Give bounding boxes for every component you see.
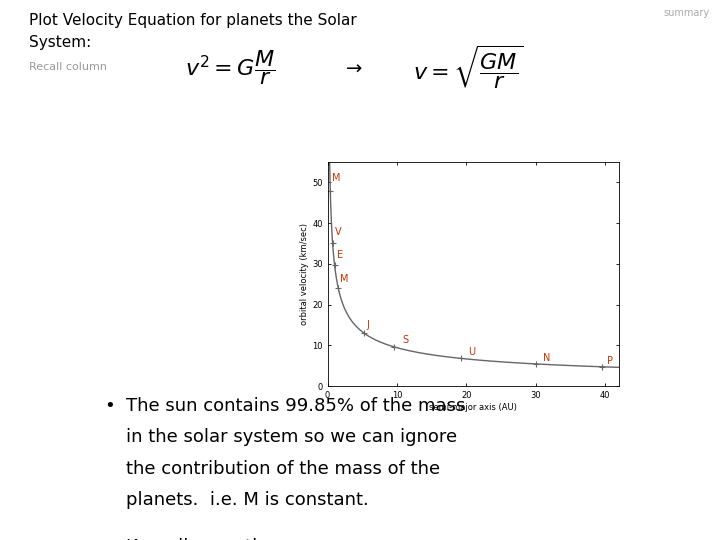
- Y-axis label: orbital velocity (km/sec): orbital velocity (km/sec): [300, 223, 310, 325]
- X-axis label: semi-major axis (AU): semi-major axis (AU): [429, 403, 518, 411]
- Text: •: •: [104, 397, 115, 415]
- Text: summary: summary: [663, 8, 709, 18]
- Text: M: M: [341, 274, 348, 284]
- Text: $v^2 = G\dfrac{M}{r}$: $v^2 = G\dfrac{M}{r}$: [185, 48, 276, 87]
- Text: •: •: [104, 538, 115, 540]
- Text: in the solar system so we can ignore: in the solar system so we can ignore: [126, 428, 457, 446]
- Text: $\rightarrow$: $\rightarrow$: [342, 58, 364, 77]
- Text: $v = \sqrt{\dfrac{GM}{r}}$: $v = \sqrt{\dfrac{GM}{r}}$: [413, 44, 523, 91]
- Text: N: N: [544, 353, 551, 363]
- Text: planets.  i.e. M is constant.: planets. i.e. M is constant.: [126, 491, 369, 509]
- Text: System:: System:: [29, 35, 91, 50]
- Text: Plot Velocity Equation for planets the Solar: Plot Velocity Equation for planets the S…: [29, 14, 356, 29]
- Text: E: E: [337, 250, 343, 260]
- Text: U: U: [468, 347, 475, 357]
- Text: the contribution of the mass of the: the contribution of the mass of the: [126, 460, 440, 477]
- Text: Recall column: Recall column: [29, 62, 107, 72]
- Text: The sun contains 99.85% of the mass: The sun contains 99.85% of the mass: [126, 397, 465, 415]
- Text: S: S: [402, 335, 408, 345]
- Text: Keperlian motion.: Keperlian motion.: [126, 538, 285, 540]
- Text: J: J: [366, 320, 369, 330]
- Text: V: V: [335, 227, 341, 237]
- Text: M: M: [333, 173, 341, 183]
- Text: P: P: [607, 355, 613, 366]
